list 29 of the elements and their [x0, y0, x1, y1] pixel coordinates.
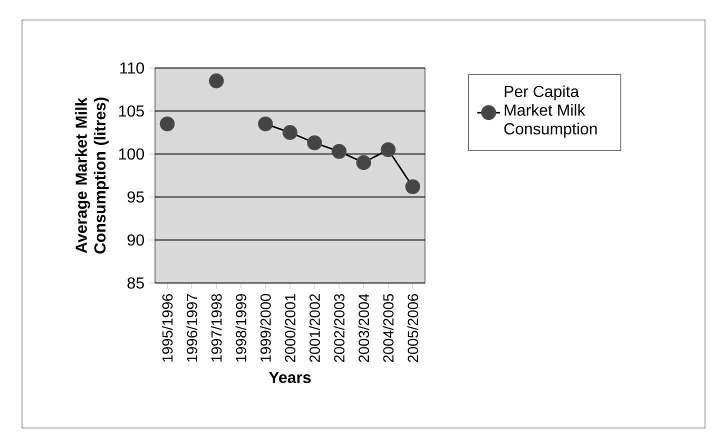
y-tick-label: 90 — [128, 234, 144, 246]
x-tick-label: 1999/2000 — [260, 294, 271, 362]
x-tick-label: 1997/1998 — [210, 294, 222, 362]
point — [258, 116, 273, 132]
point — [282, 125, 298, 140]
point — [405, 179, 420, 194]
x-tick-label: 2002/2003 — [334, 294, 344, 362]
y-tick-label: 95 — [128, 191, 144, 203]
y-tick-label: 110 — [120, 62, 144, 74]
x-axis-title: Years — [268, 372, 311, 384]
y-axis-title: Average Market Milk Consumption (litres) — [75, 98, 109, 254]
legend-label: Per Capita Market Milk Consumption — [504, 85, 597, 138]
x-tick-label: 1998/1999 — [236, 294, 246, 362]
x-tick-label: 1996/1997 — [186, 294, 198, 362]
x-tick-label: 2005/2006 — [407, 294, 418, 362]
point — [160, 116, 175, 132]
x-tick-label: 2001/2002 — [309, 294, 320, 362]
y-tick-label: 85 — [127, 277, 144, 289]
point — [307, 135, 322, 150]
point — [208, 73, 224, 88]
y-tick-label: 105 — [119, 105, 144, 117]
x-tick-label: 2000/2001 — [284, 294, 296, 362]
point — [332, 144, 347, 159]
point — [380, 142, 396, 158]
point — [356, 155, 372, 170]
x-tick-label: 2004/2005 — [382, 294, 394, 362]
y-tick-label: 100 — [119, 148, 144, 160]
x-tick-label: 2003/2004 — [358, 294, 370, 362]
x-tick-label: 1995/1996 — [162, 294, 173, 362]
